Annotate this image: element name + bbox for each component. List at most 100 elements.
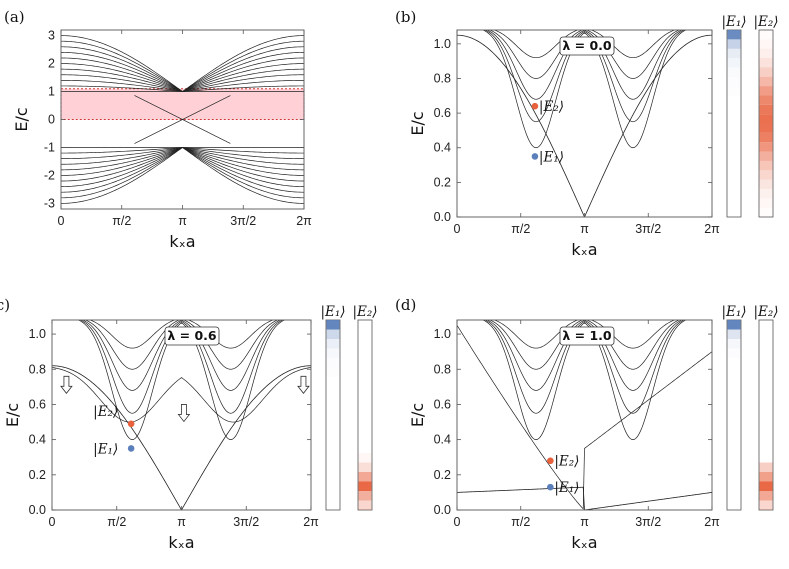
state-e1-label: |E₁⟩ <box>554 480 579 496</box>
profile-e2-cell <box>760 208 773 217</box>
band-curve <box>84 320 279 370</box>
x-tick-label: 0 <box>454 515 461 529</box>
y-tick-label: 2 <box>48 57 55 71</box>
down-arrow-icon <box>60 375 73 394</box>
x-tick-label: 3π/2 <box>233 515 259 529</box>
profile-e1-cell <box>727 48 741 59</box>
profile-e2-cell <box>358 500 372 510</box>
profile-e1-cell <box>727 67 741 77</box>
y-tick-label: -3 <box>44 196 55 210</box>
state-e1-label: |E₁⟩ <box>93 441 118 457</box>
profile-e1-cell <box>727 30 741 40</box>
lambda-label: λ = 0.6 <box>167 328 217 343</box>
down-arrow-icon <box>297 375 310 394</box>
profile-e1-title: |E₁⟩ <box>721 14 746 30</box>
y-axis-label: E/c <box>408 403 427 427</box>
profile-e2-cell <box>759 179 773 189</box>
y-tick-label: 0.6 <box>434 397 451 411</box>
profile-e2-cell <box>759 472 773 482</box>
edge-mode-curve <box>134 95 231 144</box>
state-e2-marker <box>127 420 135 428</box>
panel-c: (c) |E₁⟩ |E₂⟩ λ = 0.6 0 π/2 π 3π/2 2π 0.0 0.2 0.4 0.… <box>0 296 378 552</box>
profile-e2-cell <box>759 58 773 68</box>
profile-e1-cell <box>727 339 741 349</box>
y-tick-label: 0.6 <box>29 397 46 411</box>
profile-e2-cell <box>759 95 773 105</box>
band-curve <box>60 52 305 92</box>
y-tick-label: 0.0 <box>434 503 451 517</box>
y-tick-label: 0.0 <box>29 503 46 517</box>
lambda-box <box>164 326 220 346</box>
band-curve <box>60 147 305 187</box>
profile-e1-cell <box>727 58 741 68</box>
state-e2-marker <box>547 457 554 465</box>
y-tick-label: 0.2 <box>434 175 451 189</box>
profile-e1-cell <box>727 329 741 339</box>
profile-e1-cell <box>727 39 741 49</box>
profile-e2-bar <box>357 319 373 511</box>
curves-group <box>457 320 712 510</box>
x-tick-label: π <box>580 222 589 236</box>
y-tick-label: -2 <box>44 168 55 182</box>
plot-frame <box>456 29 713 218</box>
panel-label: (c) <box>0 296 10 314</box>
band-curve <box>60 46 305 92</box>
profile-e1-cell <box>326 348 340 358</box>
profile-e1-cell <box>728 349 741 359</box>
plot-frame <box>456 319 713 511</box>
x-tick-label: 3π/2 <box>635 515 661 529</box>
profile-e1-cell <box>326 339 340 349</box>
lowest-band-curve <box>457 34 712 217</box>
profile-e1-cell <box>326 329 340 339</box>
profile-e2-cell <box>759 160 773 171</box>
profile-e2-cell <box>759 170 773 180</box>
y-tick-label: 0 <box>48 113 55 127</box>
band-curve <box>61 68 304 92</box>
panel-a: (a) 0 π/2 π 3π/2 2π -3 -2 -1 0 1 2 3 kₓa E/c <box>4 8 312 251</box>
profile-e1-cell <box>728 77 741 86</box>
x-tick-label: 2π <box>296 214 312 228</box>
profile-e2-cell <box>759 481 773 491</box>
y-tick-label: 0.2 <box>29 468 46 482</box>
profile-e2-cell <box>759 462 773 472</box>
profile-e1-cell <box>728 86 741 95</box>
profile-e2-cell <box>759 76 773 87</box>
x-tick-label: π/2 <box>511 515 530 529</box>
profile-e2-cell <box>358 472 372 482</box>
x-tick-label: 2π <box>704 515 720 529</box>
state-e2-label: |E₂⟩ <box>93 404 118 420</box>
second-band-curve <box>52 367 311 423</box>
profile-e2-cell <box>358 481 372 491</box>
profile-e2-cell <box>759 132 773 143</box>
y-tick-label: 1 <box>48 85 55 99</box>
profile-e2-cell <box>358 453 372 463</box>
x-tick-label: π/2 <box>112 214 131 228</box>
profile-e2-cell <box>759 123 773 133</box>
band-curve <box>88 320 275 349</box>
profile-e2-cell <box>759 188 773 199</box>
profile-e2-cell <box>759 491 773 501</box>
x-tick-label: π/2 <box>511 222 530 236</box>
y-tick-label: 0.4 <box>434 141 451 155</box>
x-axis-label: kₓa <box>571 533 597 552</box>
profile-e2-cell <box>759 142 773 152</box>
y-tick-label: 1.0 <box>434 327 451 341</box>
band-curve <box>61 147 304 154</box>
band-curve <box>493 320 676 349</box>
x-axis-label: kₓa <box>168 533 194 552</box>
state-e1-marker <box>547 483 554 491</box>
profile-e1-cell <box>327 368 340 378</box>
band-curve <box>493 30 676 59</box>
x-tick-label: 0 <box>58 214 65 228</box>
energy-window-highlight <box>60 88 305 120</box>
profile-e1-title: |E₁⟩ <box>320 304 345 320</box>
y-tick-label: 0.8 <box>434 362 451 376</box>
y-tick-label: 0.2 <box>434 468 451 482</box>
x-tick-label: 0 <box>454 222 461 236</box>
profile-e2-title: |E₂⟩ <box>352 304 377 320</box>
y-axis-label: E/c <box>12 107 31 131</box>
y-tick-label: 0.6 <box>434 106 451 120</box>
band-curve <box>60 147 305 193</box>
panel-label: (a) <box>4 8 25 26</box>
